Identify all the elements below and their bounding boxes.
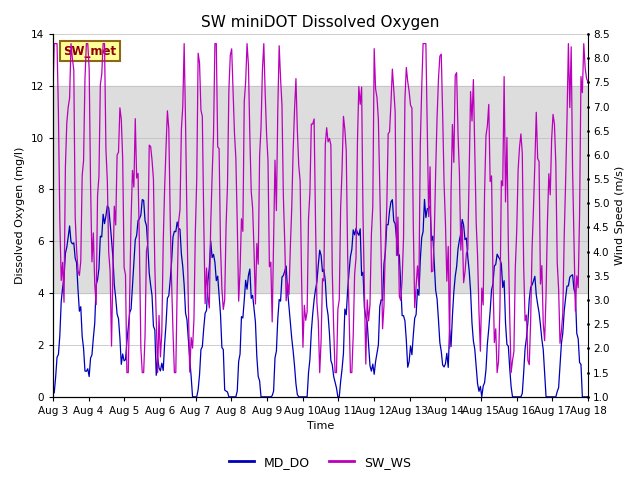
Text: SW_met: SW_met [63, 45, 116, 58]
Legend: MD_DO, SW_WS: MD_DO, SW_WS [224, 451, 416, 474]
Y-axis label: Dissolved Oxygen (mg/l): Dissolved Oxygen (mg/l) [15, 147, 25, 284]
X-axis label: Time: Time [307, 421, 334, 432]
Y-axis label: Wind Speed (m/s): Wind Speed (m/s) [615, 166, 625, 265]
Bar [53, 86, 588, 293]
Title: SW miniDOT Dissolved Oxygen: SW miniDOT Dissolved Oxygen [201, 15, 440, 30]
